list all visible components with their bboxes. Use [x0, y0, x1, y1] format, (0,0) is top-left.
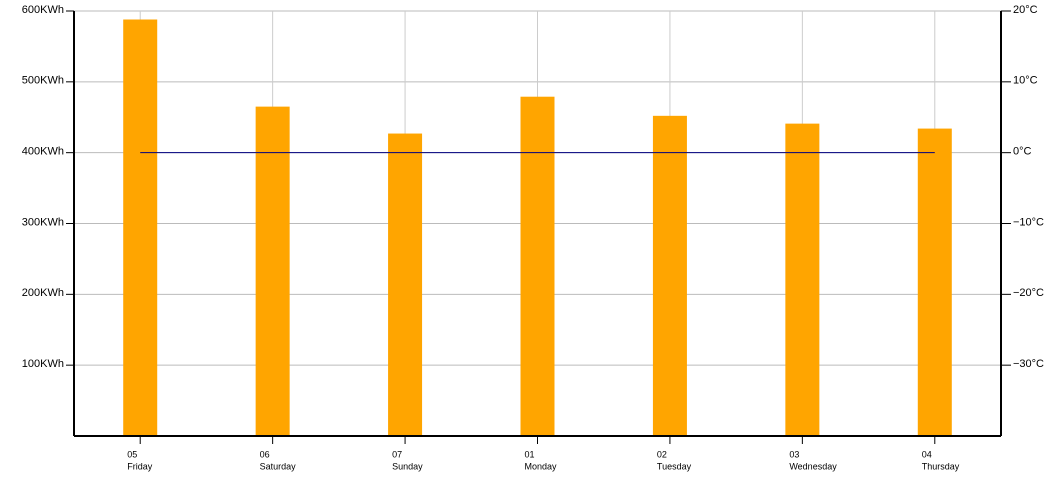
y-tick-label: 600KWh — [22, 4, 64, 16]
x-tick-label: 01 — [525, 449, 535, 459]
x-tick-label: 05 — [127, 449, 137, 459]
x-tick-sublabel: Wednesday — [789, 461, 837, 471]
x-tick-label: 07 — [392, 449, 402, 459]
x-tick-sublabel: Saturday — [260, 461, 297, 471]
x-tick-label: 02 — [657, 449, 667, 459]
x-tick-sublabel: Friday — [127, 461, 153, 471]
x-tick-label: 04 — [922, 449, 932, 459]
y2-tick-label: −30°C — [1013, 358, 1044, 370]
x-tick-label: 06 — [260, 449, 270, 459]
y-tick-label: 300KWh — [22, 216, 64, 228]
y-tick-label: 200KWh — [22, 287, 64, 299]
x-tick-label: 03 — [789, 449, 799, 459]
x-tick-sublabel: Monday — [525, 461, 558, 471]
y2-tick-label: −10°C — [1013, 216, 1044, 228]
y-tick-label: 100KWh — [22, 358, 64, 370]
bar — [785, 123, 820, 436]
bar — [388, 133, 423, 436]
y2-tick-label: 0°C — [1013, 146, 1032, 158]
x-tick-sublabel: Thursday — [922, 461, 960, 471]
y-tick-label: 500KWh — [22, 75, 64, 87]
bar — [520, 96, 555, 436]
bar — [652, 115, 687, 436]
bar — [255, 106, 290, 436]
x-tick-sublabel: Sunday — [392, 461, 423, 471]
y2-tick-label: 10°C — [1013, 75, 1038, 87]
bar — [917, 128, 952, 437]
y2-tick-label: −20°C — [1013, 287, 1044, 299]
y-tick-label: 400KWh — [22, 146, 64, 158]
y2-tick-label: 20°C — [1013, 4, 1038, 16]
x-tick-sublabel: Tuesday — [657, 461, 692, 471]
bar — [123, 19, 158, 436]
